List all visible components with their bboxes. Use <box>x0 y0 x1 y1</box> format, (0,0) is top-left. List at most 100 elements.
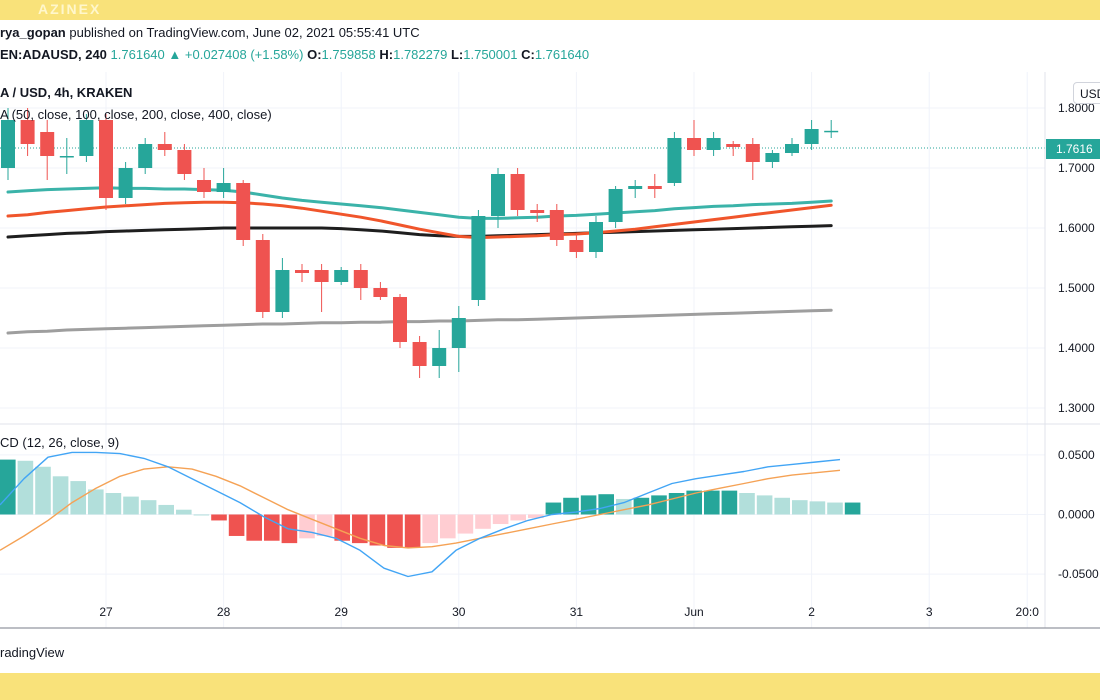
histogram-bar-26 <box>457 514 474 534</box>
ma400-line <box>6 308 833 335</box>
candle-body-34 <box>667 138 682 183</box>
time-tick-4: 31 <box>570 605 584 619</box>
close-value: 1.761640 <box>534 47 590 62</box>
candle-body-36 <box>706 138 721 150</box>
histogram-bar-30 <box>528 514 544 519</box>
histogram-bar-46 <box>809 501 826 515</box>
candle-body-15 <box>295 270 309 273</box>
candle-body-18 <box>353 270 368 288</box>
histogram-bar-28 <box>492 514 509 525</box>
grid-lines <box>0 72 1045 628</box>
histogram-bar-27 <box>475 514 491 529</box>
histogram-bar-6 <box>105 493 122 515</box>
low-value: 1.750001 <box>463 47 518 62</box>
candle-body-1 <box>20 120 35 144</box>
histogram-bar-44 <box>774 497 790 515</box>
candle-body-12 <box>236 183 251 240</box>
candle-body-22 <box>432 348 447 366</box>
ma200-line <box>6 224 833 239</box>
histogram-bar-41 <box>721 490 738 515</box>
candle-body-14 <box>275 270 290 312</box>
candle-body-39 <box>765 153 780 162</box>
histogram-bar-45 <box>792 500 808 515</box>
brand-logo: AZINEX <box>38 1 102 17</box>
published-text: published on TradingView.com, June 02, 2… <box>65 25 420 40</box>
candle-body-9 <box>177 150 192 174</box>
candle-body-30 <box>589 222 603 252</box>
histogram-bar-34 <box>598 494 614 515</box>
candle-body-13 <box>255 240 270 312</box>
tradingview-footer: radingView <box>0 645 65 660</box>
histogram-bar-13 <box>228 514 245 536</box>
candle-body-5 <box>99 120 113 198</box>
candle-body-40 <box>785 144 799 153</box>
candle-body-26 <box>510 174 525 210</box>
time-tick-2: 29 <box>335 605 349 619</box>
candle-body-23 <box>451 318 466 348</box>
histogram-bar-15 <box>264 514 280 541</box>
candle-body-25 <box>491 174 505 216</box>
macd-tick-0: 0.0500 <box>1058 448 1095 462</box>
histogram-bar-19 <box>334 514 350 541</box>
candle-body-31 <box>608 189 623 222</box>
histogram-bar-9 <box>158 504 174 515</box>
candle-body-16 <box>314 270 329 282</box>
candle-body-27 <box>530 210 545 213</box>
time-tick-8: 20:0 <box>1016 605 1040 619</box>
ma100-line <box>6 200 833 240</box>
price-tick-1: 1.7000 <box>1058 161 1095 175</box>
time-tick-0: 27 <box>99 605 113 619</box>
top-banner: AZINEX <box>0 0 1100 20</box>
author-name[interactable]: rya_gopan <box>0 25 66 40</box>
histogram-bar-22 <box>387 514 403 548</box>
candle-body-24 <box>471 216 486 300</box>
candle-body-8 <box>157 144 172 150</box>
candle-body-0 <box>1 120 15 168</box>
ma-indicator-title[interactable]: A (50, close, 100, close, 200, close, 40… <box>0 107 272 122</box>
histogram-bar-48 <box>844 502 861 515</box>
macd-tick-1: 0.0000 <box>1058 507 1095 521</box>
candle-body-10 <box>197 180 211 192</box>
macd-indicator-title[interactable]: CD (12, 26, close, 9) <box>0 435 120 450</box>
macd-lines <box>0 451 841 578</box>
candle-body-19 <box>373 288 388 297</box>
signal-line <box>0 466 841 551</box>
tick-labels: 1.8000 1.7000 1.6000 1.5000 1.4000 1.3000 0.05… <box>99 101 1099 619</box>
candle-body-35 <box>687 138 701 150</box>
histogram-bar-29 <box>510 514 526 521</box>
histogram-bar-47 <box>827 502 843 515</box>
histogram-bar-42 <box>739 493 755 515</box>
histogram-bar-23 <box>404 514 421 548</box>
change-arrow-icon: ▲ <box>168 47 182 62</box>
last-price-tag: 1.7616 <box>1046 139 1100 159</box>
currency-button[interactable]: USD <box>1073 82 1100 104</box>
candle-body-11 <box>216 183 231 192</box>
time-tick-1: 28 <box>217 605 231 619</box>
histogram-bar-17 <box>299 514 315 539</box>
candle-body-2 <box>40 132 55 156</box>
candle-body-42 <box>824 130 839 133</box>
histogram-bar-18 <box>316 514 333 536</box>
histogram-bar-5 <box>88 489 104 515</box>
price-tick-0: 1.8000 <box>1058 101 1095 115</box>
bottom-banner <box>0 673 1100 700</box>
candle-body-21 <box>412 342 427 366</box>
candle-body-41 <box>804 129 819 144</box>
histogram-bar-40 <box>704 490 720 515</box>
histogram-bar-2 <box>35 466 51 515</box>
candle-body-20 <box>393 297 407 342</box>
low-label: L: <box>450 47 464 62</box>
ma50-line <box>6 186 833 220</box>
open-value: 1.759858 <box>321 47 376 62</box>
histogram-bar-35 <box>616 498 632 515</box>
histogram-bar-7 <box>123 496 139 515</box>
ohlc-legend: EN:ADAUSD, 240 1.761640 ▲ +0.027408 (+1.… <box>0 47 589 62</box>
macd-tick-2: -0.0500 <box>1058 567 1099 581</box>
histogram-bar-39 <box>686 490 702 515</box>
price-tick-2: 1.6000 <box>1058 221 1095 235</box>
change-value: +0.027408 (+1.58%) <box>184 47 304 62</box>
candle-body-6 <box>118 168 133 198</box>
histogram-bar-31 <box>545 502 562 515</box>
price-tick-5: 1.3000 <box>1058 401 1095 415</box>
